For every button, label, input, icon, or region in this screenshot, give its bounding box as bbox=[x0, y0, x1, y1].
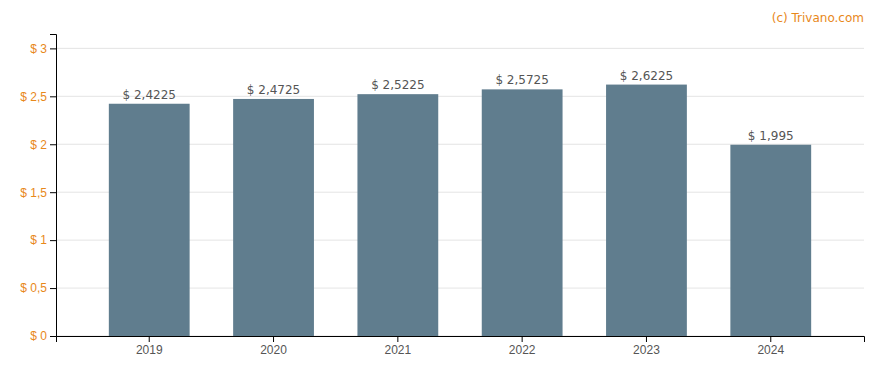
x-tick-label: 2020 bbox=[260, 343, 287, 357]
grid-line bbox=[56, 48, 864, 49]
grid-line bbox=[56, 96, 864, 97]
x-tick: 2022 bbox=[509, 336, 536, 357]
y-tick-mark bbox=[50, 240, 56, 241]
y-tick: $ 2 bbox=[30, 138, 56, 152]
x-axis-line bbox=[57, 337, 865, 343]
x-tick-mark bbox=[149, 336, 150, 342]
y-tick-mark bbox=[50, 144, 56, 145]
x-tick-label: 2023 bbox=[633, 343, 660, 357]
watermark: (c) Trivano.com bbox=[772, 11, 864, 25]
x-tick: 2023 bbox=[633, 336, 660, 357]
x-tick-mark bbox=[273, 336, 274, 342]
y-tick-label: $ 1 bbox=[30, 233, 47, 247]
data-label: $ 2,5225 bbox=[371, 78, 424, 92]
y-tick: $ 1,5 bbox=[20, 186, 56, 200]
y-tick-label: $ 2,5 bbox=[20, 90, 47, 104]
data-label: $ 1,995 bbox=[748, 129, 794, 143]
x-tick-label: 2022 bbox=[509, 343, 536, 357]
bars bbox=[109, 85, 811, 336]
x-tick-label: 2019 bbox=[136, 343, 163, 357]
x-tick: 2024 bbox=[757, 336, 784, 357]
y-tick: $ 0 bbox=[30, 329, 56, 343]
data-labels: $ 2,4225 $ 2,4725 $ 2,5225 $ 2,5725 $ 2,6225… bbox=[123, 69, 794, 143]
y-tick: $ 3 bbox=[30, 42, 56, 56]
data-label: $ 2,4225 bbox=[123, 88, 176, 102]
y-tick-label: $ 0 bbox=[30, 329, 47, 343]
y-tick-label: $ 1,5 bbox=[20, 186, 47, 200]
x-tick-mark bbox=[770, 336, 771, 342]
data-label: $ 2,6225 bbox=[620, 69, 673, 83]
bar bbox=[482, 89, 563, 336]
y-tick-mark bbox=[50, 336, 56, 337]
x-tick: 2020 bbox=[260, 336, 287, 357]
bar bbox=[606, 85, 687, 336]
y-tick-mark bbox=[50, 96, 56, 97]
plot: $ 2,4225 $ 2,4725 $ 2,5225 $ 2,5725 $ 2,6225… bbox=[20, 35, 864, 357]
y-axis: $ 0 $ 0,5 $ 1 $ 1,5 $ 2 $ 2,5 $ 3 bbox=[20, 35, 56, 344]
bar bbox=[109, 104, 190, 336]
bar bbox=[730, 145, 811, 336]
bar bbox=[357, 94, 438, 336]
grid bbox=[56, 48, 864, 336]
y-axis-line bbox=[50, 35, 57, 337]
x-tick-mark bbox=[397, 336, 398, 342]
x-tick-mark bbox=[522, 336, 523, 342]
y-tick: $ 1 bbox=[30, 233, 56, 247]
y-tick: $ 2,5 bbox=[20, 90, 56, 104]
x-tick-label: 2024 bbox=[757, 343, 784, 357]
x-tick-mark bbox=[646, 336, 647, 342]
bar bbox=[233, 99, 314, 336]
data-label: $ 2,4725 bbox=[247, 83, 300, 97]
y-tick-label: $ 3 bbox=[30, 42, 47, 56]
x-tick-label: 2021 bbox=[384, 343, 411, 357]
x-tick: 2021 bbox=[384, 336, 411, 357]
x-axis: 2019 2020 2021 2022 2023 2024 bbox=[57, 336, 865, 357]
chart: $ 2,4225 $ 2,4725 $ 2,5225 $ 2,5725 $ 2,6225… bbox=[0, 0, 888, 370]
y-tick: $ 0,5 bbox=[20, 281, 56, 295]
data-label: $ 2,5725 bbox=[495, 73, 548, 87]
y-tick-mark bbox=[50, 48, 56, 49]
y-tick-label: $ 2 bbox=[30, 138, 47, 152]
x-tick: 2019 bbox=[136, 336, 163, 357]
y-tick-mark bbox=[50, 288, 56, 289]
y-tick-label: $ 0,5 bbox=[20, 281, 47, 295]
y-tick-mark bbox=[50, 192, 56, 193]
